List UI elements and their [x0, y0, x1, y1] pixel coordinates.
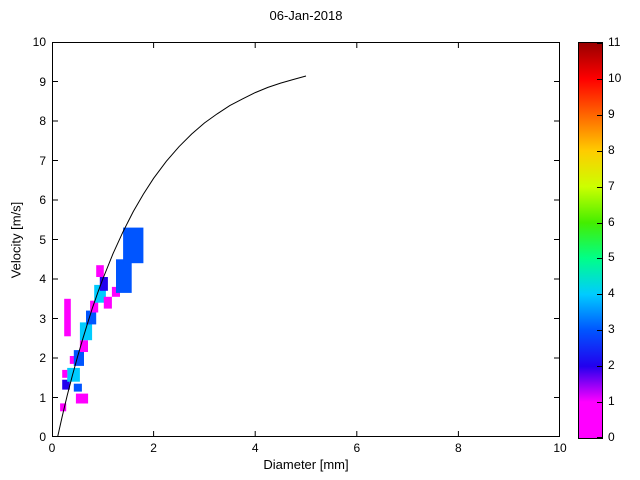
heatmap-cell — [99, 277, 108, 291]
colorbar-tick-label: 8 — [608, 142, 615, 157]
heatmap-cell — [67, 367, 80, 382]
colorbar-tick-label: 10 — [608, 70, 622, 85]
colorbar-tick-mark — [597, 258, 602, 260]
colorbar-tick-mark — [597, 78, 602, 80]
colorbar-tick-mark — [597, 437, 602, 438]
colorbar — [578, 42, 603, 439]
heatmap-cell — [79, 340, 88, 352]
heatmap-cell — [94, 284, 106, 303]
axis-box — [52, 42, 560, 437]
colorbar-tick-mark — [597, 114, 602, 116]
y-tick-label: 10 — [32, 35, 46, 49]
colorbar-tick-label: 4 — [608, 286, 615, 301]
colorbar-tick-label: 9 — [608, 106, 615, 121]
heatmap-cell — [73, 383, 82, 392]
chart-title: 06-Jan-2018 — [269, 8, 343, 23]
colorbar-tick-mark — [597, 294, 602, 296]
plot-area — [52, 42, 560, 437]
heatmap-cell — [62, 379, 70, 390]
x-tick-label: 2 — [150, 441, 157, 455]
colorbar-tick-label: 6 — [608, 214, 615, 229]
heatmap-cell — [111, 286, 120, 297]
colorbar-tick-mark — [597, 150, 602, 152]
colorbar-tick-mark — [597, 366, 602, 368]
heatmap-cell — [64, 298, 71, 337]
heatmap-cell — [96, 265, 104, 277]
heatmap-cell — [69, 356, 76, 364]
x-tick-label: 4 — [251, 441, 259, 455]
heatmap-cell — [60, 403, 67, 412]
colorbar-tick-label: 7 — [608, 178, 615, 193]
x-tick-label: 0 — [48, 441, 56, 455]
colorbar-tick-mark — [597, 330, 602, 332]
colorbar-tick-mark — [597, 186, 602, 188]
y-tick-label: 4 — [39, 272, 46, 286]
colorbar-tick-mark — [597, 402, 602, 404]
heatmap-cell — [75, 393, 89, 404]
colorbar-tick-mark — [597, 43, 602, 44]
y-tick-label: 9 — [39, 74, 46, 89]
y-tick-label: 6 — [39, 193, 46, 207]
heatmap-cell — [73, 350, 84, 366]
colorbar-tick-label: 0 — [608, 430, 615, 444]
terminal-velocity-curve — [57, 75, 307, 437]
heatmap-cell — [62, 369, 68, 378]
heatmap-cell — [123, 227, 144, 264]
colorbar-tick-label: 2 — [608, 358, 615, 373]
colorbar-tick-mark — [597, 222, 602, 224]
x-tick-label: 10 — [553, 441, 567, 455]
y-tick-label: 2 — [39, 351, 46, 365]
x-tick-label: 8 — [455, 441, 462, 455]
y-tick-label: 5 — [39, 232, 46, 247]
heatmap-cell — [79, 322, 93, 341]
y-tick-label: 3 — [39, 311, 46, 326]
heatmap-cell — [86, 310, 97, 325]
colorbar-tick-label: 5 — [608, 250, 615, 265]
heatmap-cell — [116, 259, 132, 293]
y-tick-label: 0 — [39, 430, 46, 444]
x-tick-label: 6 — [353, 441, 361, 455]
y-tick-label: 7 — [39, 153, 46, 168]
y-tick-label: 1 — [39, 390, 46, 405]
colorbar-tick-label: 3 — [608, 322, 615, 337]
colorbar-tick-label: 1 — [608, 394, 615, 409]
y-tick-label: 8 — [39, 114, 46, 128]
x-axis-label: Diameter [mm] — [263, 457, 349, 472]
heatmap-cell — [90, 300, 99, 313]
colorbar-tick-label: 11 — [608, 35, 621, 49]
heatmap-cell — [103, 296, 112, 309]
